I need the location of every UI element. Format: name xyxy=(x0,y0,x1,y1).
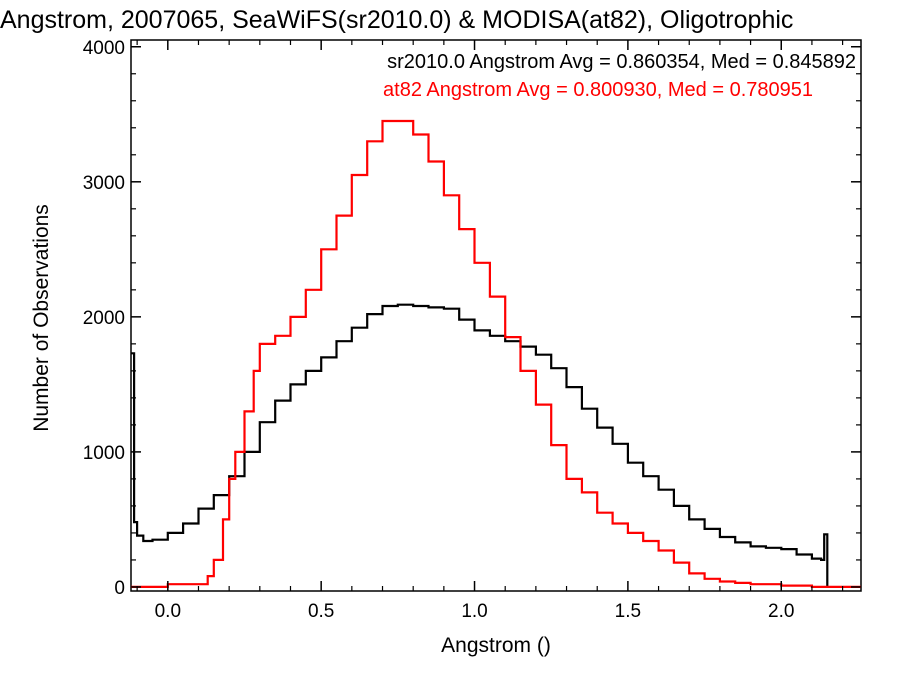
y-tick-label: 1000 xyxy=(83,443,125,464)
series-layer xyxy=(131,119,861,588)
x-tick-label: 0.5 xyxy=(308,601,334,622)
y-axis-label: Number of Observations xyxy=(30,204,53,432)
chart-title: Angstrom, 2007065, SeaWiFS(sr2010.0) & M… xyxy=(0,6,793,34)
ticks-layer: 0.0 0.5 1.0 1.5 2.0 0 1000 2000 3000 4000 xyxy=(83,38,861,622)
x-tick-label: 2.0 xyxy=(768,601,794,622)
y-tick-label: 2000 xyxy=(83,308,125,329)
legend-entry-sr2010: sr2010.0 Angstrom Avg = 0.860354, Med = … xyxy=(387,51,856,73)
x-tick-label: 1.5 xyxy=(615,601,641,622)
x-tick-label: 0.0 xyxy=(155,601,181,622)
y-tick-label: 3000 xyxy=(83,173,125,194)
x-axis-label: Angstrom () xyxy=(441,634,551,657)
y-tick-label: 4000 xyxy=(83,38,125,59)
y-tick-label: 0 xyxy=(114,578,125,599)
plot-border xyxy=(130,39,862,592)
legend-entry-at82: at82 Angstrom Avg = 0.800930, Med = 0.78… xyxy=(383,79,813,101)
x-tick-label: 1.0 xyxy=(461,601,487,622)
series-line-1 xyxy=(131,119,861,588)
series-line-0 xyxy=(131,303,829,587)
plot-frame xyxy=(130,39,862,592)
